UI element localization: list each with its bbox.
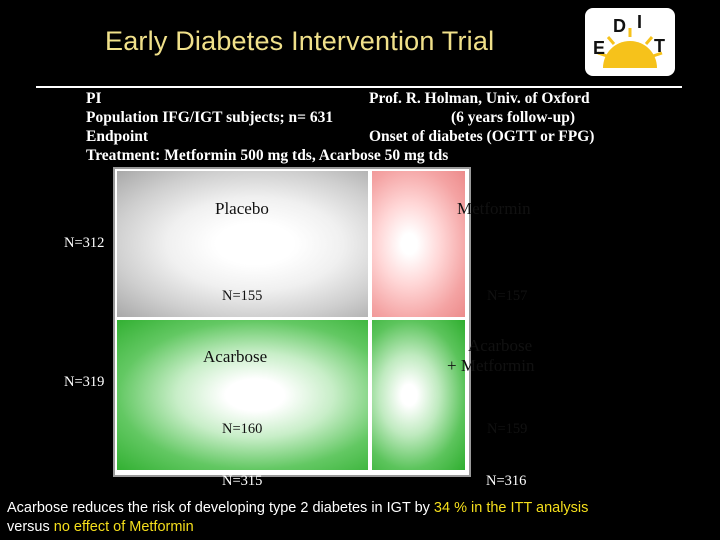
info-line: Endpoint Onset of diabetes (OGTT or FPG) <box>86 127 646 146</box>
sun-icon <box>597 28 663 68</box>
info-line: PI Prof. R. Holman, Univ. of Oxford <box>86 89 646 108</box>
metformin-label: Metformin <box>457 199 531 218</box>
conclusion-text: Acarbose reduces the risk of developing … <box>7 499 713 537</box>
conclusion-highlight-itt: 34 % in the ITT analysis <box>433 500 589 516</box>
row-total-top: N=312 <box>64 235 105 251</box>
placebo-cell <box>117 171 368 317</box>
trial-info: PI Prof. R. Holman, Univ. of Oxford Popu… <box>86 89 646 165</box>
acarbose-n: N=160 <box>222 421 263 437</box>
col-total-left: N=315 <box>222 473 263 489</box>
info-line: Treatment: Metformin 500 mg tds, Acarbos… <box>86 146 646 165</box>
logo-letter-d: D <box>613 16 626 36</box>
info-key: Treatment: Metformin 500 mg tds, Acarbos… <box>86 147 449 164</box>
info-value: Onset of diabetes (OGTT or FPG) <box>369 128 595 145</box>
edit-logo: E D I T <box>585 8 675 76</box>
col-total-right: N=316 <box>486 473 527 489</box>
info-value: Prof. R. Holman, Univ. of Oxford <box>369 90 590 107</box>
placebo-label: Placebo <box>215 199 269 218</box>
combo-label-line1: Acarbose <box>468 336 533 355</box>
combo-cell <box>372 320 465 470</box>
combo-n: N=159 <box>487 421 528 437</box>
metformin-cell <box>372 171 465 317</box>
placebo-n: N=155 <box>222 288 263 304</box>
combo-label-line2: + Metformin <box>447 356 535 375</box>
info-key: PI <box>86 90 102 107</box>
info-value: (6 years follow-up) <box>451 109 575 126</box>
info-line: Population IFG/IGT subjects; n= 631 (6 y… <box>86 108 646 127</box>
conclusion-part1: Acarbose reduces the risk of developing … <box>7 500 434 516</box>
title-divider <box>36 86 682 88</box>
row-total-bottom: N=319 <box>64 374 105 390</box>
acarbose-label: Acarbose <box>203 347 268 366</box>
acarbose-cell <box>117 320 368 470</box>
slide-title: Early Diabetes Intervention Trial <box>105 26 495 56</box>
logo-letter-i: I <box>637 12 642 32</box>
conclusion-highlight-metformin: no effect of Metformin <box>53 519 194 535</box>
conclusion-part2: versus <box>7 519 54 535</box>
info-key: Endpoint <box>86 128 149 145</box>
info-key: Population IFG/IGT subjects; n= 631 <box>86 109 334 126</box>
metformin-n: N=157 <box>487 288 528 304</box>
logo-letter-t: T <box>654 36 665 56</box>
logo-letter-e: E <box>593 38 605 58</box>
